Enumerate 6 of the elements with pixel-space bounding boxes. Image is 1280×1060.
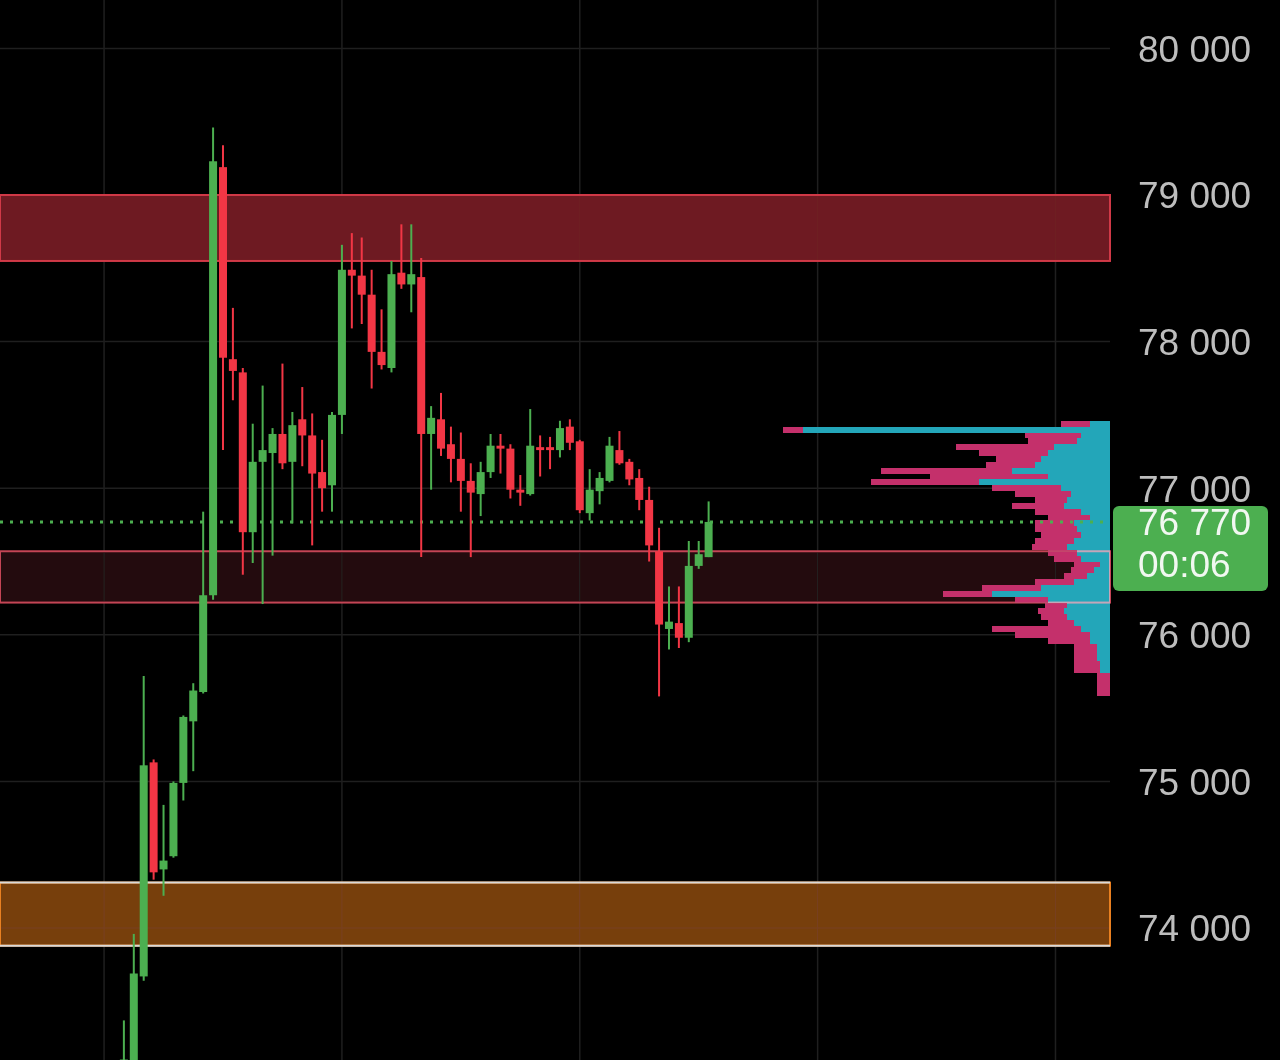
y-tick-label: 76 000 (1138, 615, 1252, 657)
y-tick-label: 75 000 (1138, 761, 1252, 803)
y-tick-label: 79 000 (1138, 175, 1252, 217)
y-tick-label: 80 000 (1138, 28, 1252, 70)
y-tick-label: 74 000 (1138, 908, 1252, 950)
y-tick-label: 78 000 (1138, 321, 1252, 363)
